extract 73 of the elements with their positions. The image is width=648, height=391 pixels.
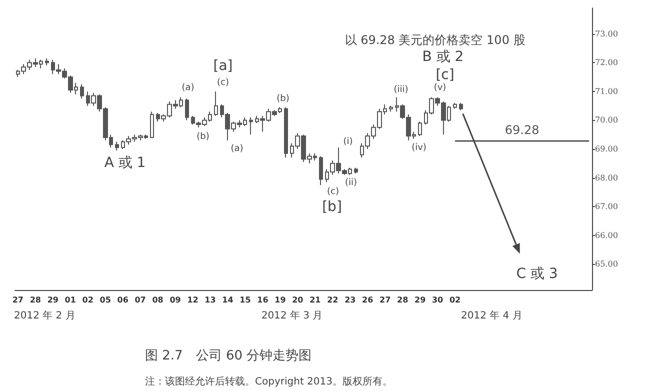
- text: 2012 年 3 月: [261, 310, 323, 322]
- x-tick-label: 28: [397, 296, 409, 304]
- x-tick-label: 08: [152, 296, 164, 304]
- y-tick-label: 73.00: [595, 29, 618, 38]
- x-tick-label: 05: [100, 296, 112, 304]
- x-tick-label: 27: [380, 296, 391, 304]
- x-tick-label: 14: [222, 296, 234, 304]
- x-tick-label: 29: [47, 296, 59, 304]
- candlestick: [249, 116, 253, 136]
- candlestick: [453, 102, 457, 110]
- annotation: A 或 1: [104, 155, 146, 171]
- candlestick: [418, 121, 422, 137]
- text: 2012 年 4 月: [461, 310, 522, 322]
- candlestick: [459, 102, 463, 111]
- annotation: (ii): [344, 178, 358, 188]
- x-tick-label: 07: [134, 296, 146, 304]
- x-tick-label: 12: [187, 296, 198, 304]
- x-tick-label: 20: [292, 296, 304, 304]
- annotation: 以 69.28 美元的价格卖空 100 股: [344, 33, 526, 47]
- x-tick-label: 15: [240, 296, 252, 304]
- annotation: (iv): [412, 143, 426, 153]
- x-tick-label: 29: [414, 296, 426, 304]
- x-tick-label: 23: [344, 296, 356, 304]
- annotation: [b]: [322, 199, 342, 215]
- x-tick-label: 27: [12, 296, 24, 304]
- y-tick-label: 65.00: [595, 260, 618, 269]
- x-tick-label: 09: [170, 296, 182, 304]
- candlestick: [214, 90, 218, 116]
- annotation: (a): [182, 83, 194, 93]
- y-tick-label: 71.00: [595, 86, 618, 96]
- x-tick-label: 28: [30, 296, 42, 304]
- candlestick: [284, 106, 288, 158]
- annotation: (c): [327, 187, 339, 197]
- candlestick: [185, 98, 189, 121]
- y-tick-label: 67.00: [595, 202, 618, 212]
- annotation: (v): [434, 83, 446, 93]
- annotation: (a): [230, 144, 244, 154]
- y-tick-label: 72.00: [595, 58, 618, 68]
- annotation: [c]: [436, 67, 454, 83]
- y-tick-label: 66.00: [595, 230, 618, 240]
- x-tick-label: 06: [117, 296, 129, 304]
- annotation: [a]: [213, 58, 233, 74]
- annotation: (i): [343, 137, 353, 147]
- candlestick: [150, 111, 154, 138]
- y-tick-label: 68.00: [595, 173, 618, 182]
- x-tick-label: 30: [432, 296, 444, 304]
- annotation: C 或 3: [516, 266, 558, 282]
- caption: 图 2.7 公司 60 分钟走势图: [145, 348, 312, 364]
- candlestick: [115, 141, 119, 151]
- x-tick-label: 01: [64, 296, 76, 304]
- x-tick-label: 02: [449, 296, 461, 304]
- x-tick-label: 13: [204, 296, 216, 304]
- annotation: (b): [276, 94, 290, 104]
- y-tick-label: 69.00: [595, 144, 618, 154]
- text: 注：该图经允许后转载。Copyright 2013。版权所有。: [145, 376, 392, 388]
- candlestick: [80, 84, 84, 100]
- x-tick-label: 21: [310, 296, 322, 304]
- x-tick-label: 22: [327, 296, 338, 304]
- x-tick-label: 02: [82, 296, 94, 304]
- annotation: (iii): [394, 85, 408, 95]
- candlestick: [389, 105, 393, 112]
- x-tick-label: 19: [274, 296, 286, 304]
- text: 2012 年 2 月: [14, 310, 76, 322]
- candlestick: [45, 58, 49, 66]
- x-tick-label: 16: [257, 296, 269, 304]
- y-tick-label: 70.00: [595, 116, 618, 125]
- candlestick: [319, 156, 323, 186]
- ref-line-label: 69.28: [504, 122, 540, 137]
- annotation: (b): [196, 132, 210, 142]
- annotation: (c): [217, 78, 229, 88]
- x-tick-label: 26: [362, 296, 374, 304]
- candlestick: [354, 167, 358, 174]
- annotation: B 或 2: [422, 49, 464, 65]
